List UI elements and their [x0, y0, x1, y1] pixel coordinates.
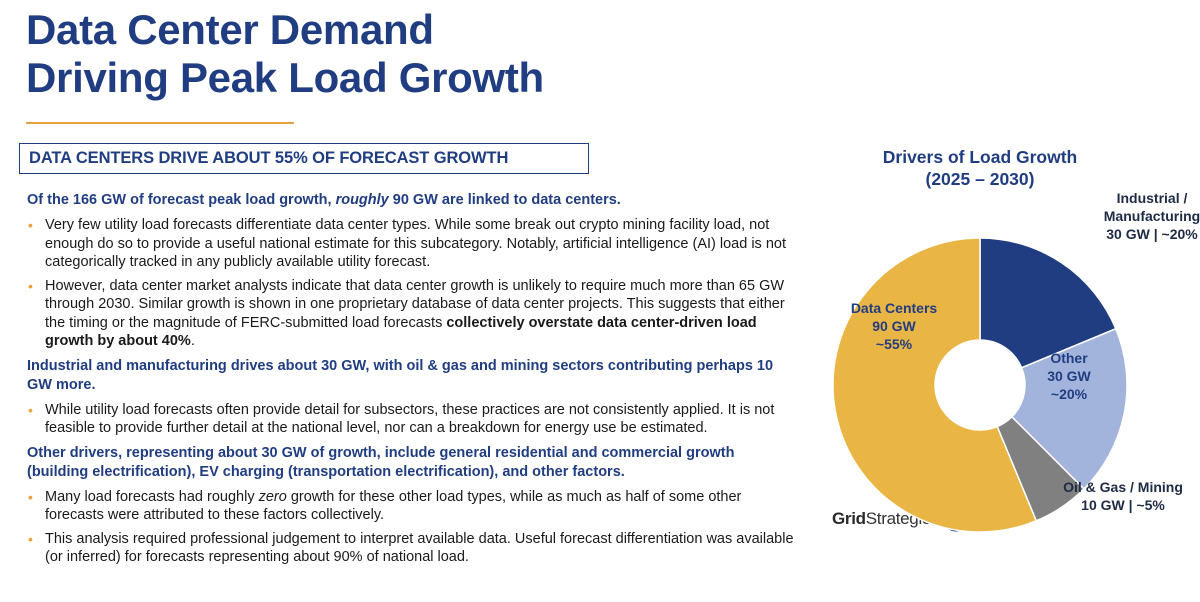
bullet-3-1-text-b: growth for these other load types, while… — [45, 488, 742, 524]
lead-paragraph-3: Other drivers, representing about 30 GW … — [27, 444, 735, 480]
title-line-1: Data Center Demand — [26, 6, 434, 53]
slice-label-industrial-manufacturing: Industrial / Manufacturing 30 GW | ~20% — [1104, 190, 1200, 242]
slice-other — [1010, 327, 1128, 491]
slice-label-oil-gas-mining: Oil & Gas / Mining 10 GW | ~5% — [1063, 479, 1183, 513]
slice-label-data-centers: Data Centers 90 GW ~55% — [851, 300, 938, 352]
bullet-2-1: While utility load forecasts often provi… — [27, 401, 797, 438]
page-title: Data Center Demand Driving Peak Load Gro… — [26, 6, 544, 102]
logo-wordmark: GridStrategies — [832, 509, 940, 529]
body-text: Of the 166 GW of forecast peak load grow… — [27, 191, 797, 572]
bullet-1-2-end: . — [190, 333, 195, 349]
chart-title-line-2: (2025 – 2030) — [926, 169, 1035, 189]
chart-title-line-1: Drivers of Load Growth — [883, 147, 1077, 167]
bullet-3-1: Many load forecasts had roughly zero gro… — [27, 488, 797, 525]
lead-paragraph-2: Industrial and manufacturing drives abou… — [27, 357, 774, 393]
title-line-2: Driving Peak Load Growth — [26, 54, 544, 101]
title-divider — [26, 122, 294, 124]
slice-industrial-manufacturing — [979, 237, 1117, 369]
bullet-1-2-bold: collectively overstate data center-drive… — [45, 314, 757, 350]
slice-label-other: Other 30 GW ~20% — [1047, 350, 1091, 402]
bullet-1-1: Very few utility load forecasts differen… — [27, 216, 797, 272]
logo-word-grid: Grid — [832, 509, 866, 528]
bullet-1-2: However, data center market analysts ind… — [27, 277, 797, 351]
bullet-3-1-emphasis: zero — [258, 488, 287, 505]
bullet-3-1-text-a: Many load forecasts had roughly — [45, 488, 259, 505]
slice-data-centers — [832, 237, 1038, 533]
section-heading-box: DATA CENTERS DRIVE ABOUT 55% OF FORECAST… — [19, 143, 589, 174]
load-growth-donut-chart: Drivers of Load Growth (2025 – 2030) Ind… — [832, 147, 1200, 533]
lead-1-emphasis: roughly — [335, 192, 389, 208]
lead-1-text-a: Of the 166 GW of forecast peak load grow… — [27, 192, 336, 208]
lead-1-text-b: 90 GW are linked to data centers. — [388, 192, 621, 208]
section-heading: DATA CENTERS DRIVE ABOUT 55% OF FORECAST… — [29, 149, 509, 167]
bullet-3-2: This analysis required professional judg… — [27, 530, 797, 567]
bullet-1-2-text: However, data center market analysts ind… — [45, 277, 785, 331]
lead-paragraph-1: Of the 166 GW of forecast peak load grow… — [27, 191, 797, 210]
